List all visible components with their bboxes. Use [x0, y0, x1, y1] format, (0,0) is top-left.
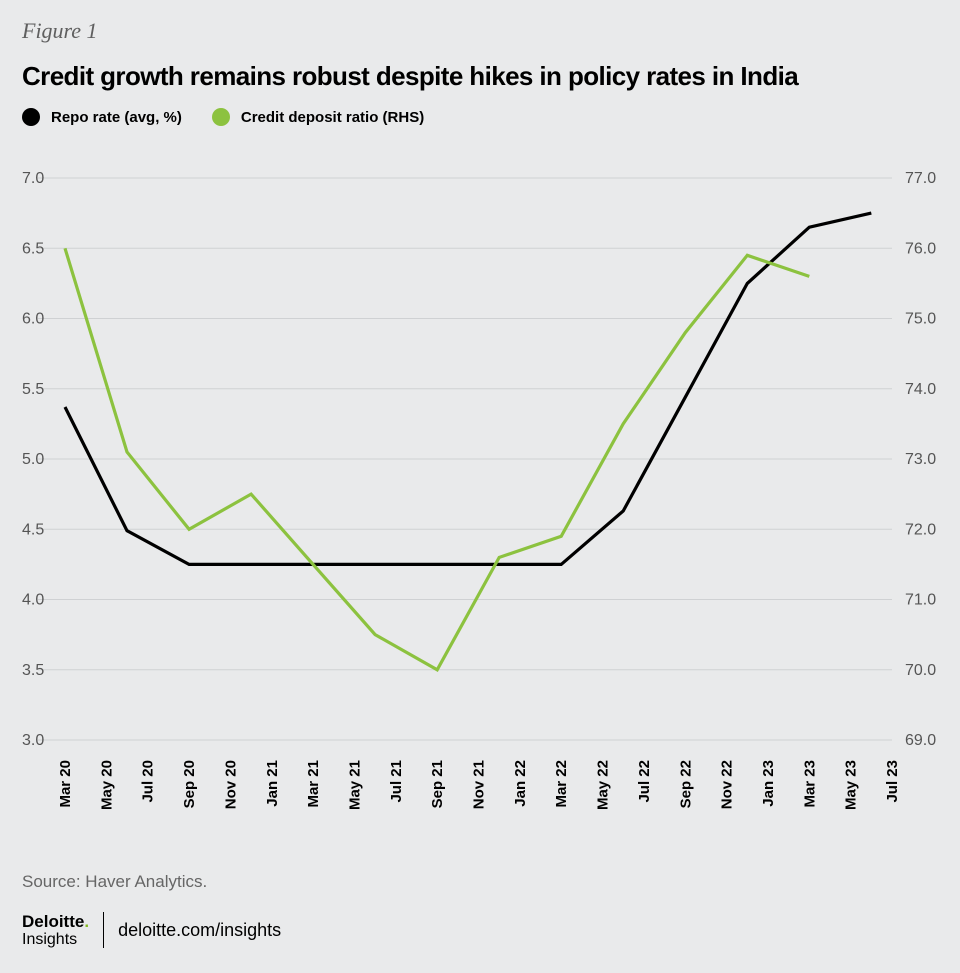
chart-title: Credit growth remains robust despite hik…: [22, 61, 799, 91]
x-tick-label: Jul 23: [884, 760, 901, 803]
right-tick-label: 75.0: [905, 311, 936, 328]
x-tick-label: Mar 23: [801, 760, 818, 808]
legend-marker-repo: [22, 108, 40, 126]
credit-deposit-ratio-line: [63, 247, 810, 672]
legend-item-credit: Credit deposit ratio (RHS): [211, 108, 425, 126]
x-tick-label: Sep 22: [677, 760, 694, 808]
right-tick-label: 74.0: [905, 381, 936, 398]
deloitte-insights-logo: Deloitte. Insights: [22, 913, 89, 948]
x-tick-label: Jul 21: [388, 760, 405, 803]
left-tick-label: 3.0: [22, 732, 44, 749]
x-tick-label: Nov 21: [471, 760, 488, 809]
x-tick-label: Mar 22: [553, 760, 570, 808]
x-tick-label: May 20: [98, 760, 115, 810]
legend-label-credit: Credit deposit ratio (RHS): [240, 108, 425, 126]
x-tick-label: Nov 22: [719, 760, 736, 809]
right-tick-label: 70.0: [905, 662, 936, 679]
logo-brand: Deloitte.: [22, 911, 90, 931]
x-tick-label: Jul 22: [636, 760, 653, 803]
figure-label: Figure 1: [22, 18, 98, 43]
left-tick-label: 5.5: [22, 381, 44, 398]
x-tick-label: Mar 20: [57, 760, 74, 808]
x-tick-label: Mar 21: [305, 760, 322, 808]
right-axis-ticks: 69.0 70.0 71.0 72.0 73.0 74.0 75.0 76.0 77.0: [905, 170, 936, 749]
left-tick-label: 5.0: [22, 451, 44, 468]
right-tick-label: 69.0: [905, 732, 936, 749]
x-tick-label: May 23: [843, 760, 860, 810]
x-tick-label: Jan 21: [264, 760, 281, 807]
x-tick-label: May 21: [346, 760, 363, 810]
x-axis-ticks: Mar 20 May 20 Jul 20 Sep 20 Nov 20 Jan 21 Mar …: [57, 760, 901, 810]
left-tick-label: 4.5: [22, 521, 44, 538]
x-tick-label: Jul 20: [140, 760, 157, 803]
right-tick-label: 76.0: [905, 240, 936, 257]
legend-marker-credit: [211, 108, 230, 126]
gridlines: [38, 177, 892, 741]
left-tick-label: 6.0: [22, 311, 44, 328]
legend-item-repo: Repo rate (avg, %): [22, 108, 182, 126]
line-chart: 3.0 3.5 4.0 4.5 5.0 5.5 6.0 6.5 7.0 69.0 70.0 71.0…: [22, 170, 936, 810]
logo-sub: Insights: [22, 930, 78, 948]
footer: Deloitte. Insights deloitte.com/insights: [22, 912, 281, 948]
x-tick-label: Jan 22: [512, 760, 529, 807]
series-lines: [63, 211, 872, 672]
x-tick-label: Sep 21: [429, 760, 446, 808]
right-tick-label: 77.0: [905, 170, 936, 187]
left-tick-label: 3.5: [22, 662, 44, 679]
x-tick-label: Nov 20: [222, 760, 239, 809]
left-tick-label: 7.0: [22, 170, 44, 187]
x-tick-label: Sep 20: [181, 760, 198, 808]
legend-label-repo: Repo rate (avg, %): [51, 108, 182, 126]
legend: Repo rate (avg, %) Credit deposit ratio …: [22, 108, 454, 126]
source-note: Source: Haver Analytics.: [22, 872, 208, 891]
right-tick-label: 72.0: [905, 521, 936, 538]
footer-link[interactable]: deloitte.com/insights: [118, 919, 282, 940]
x-tick-label: May 22: [595, 760, 612, 810]
left-tick-label: 4.0: [22, 592, 44, 609]
footer-divider: [103, 912, 105, 948]
right-tick-label: 73.0: [905, 451, 936, 468]
left-axis-ticks: 3.0 3.5 4.0 4.5 5.0 5.5 6.0 6.5 7.0: [22, 170, 44, 749]
right-tick-label: 71.0: [905, 592, 936, 609]
x-tick-label: Jan 23: [760, 760, 777, 807]
left-tick-label: 6.5: [22, 240, 44, 257]
repo-rate-line: [63, 211, 872, 567]
